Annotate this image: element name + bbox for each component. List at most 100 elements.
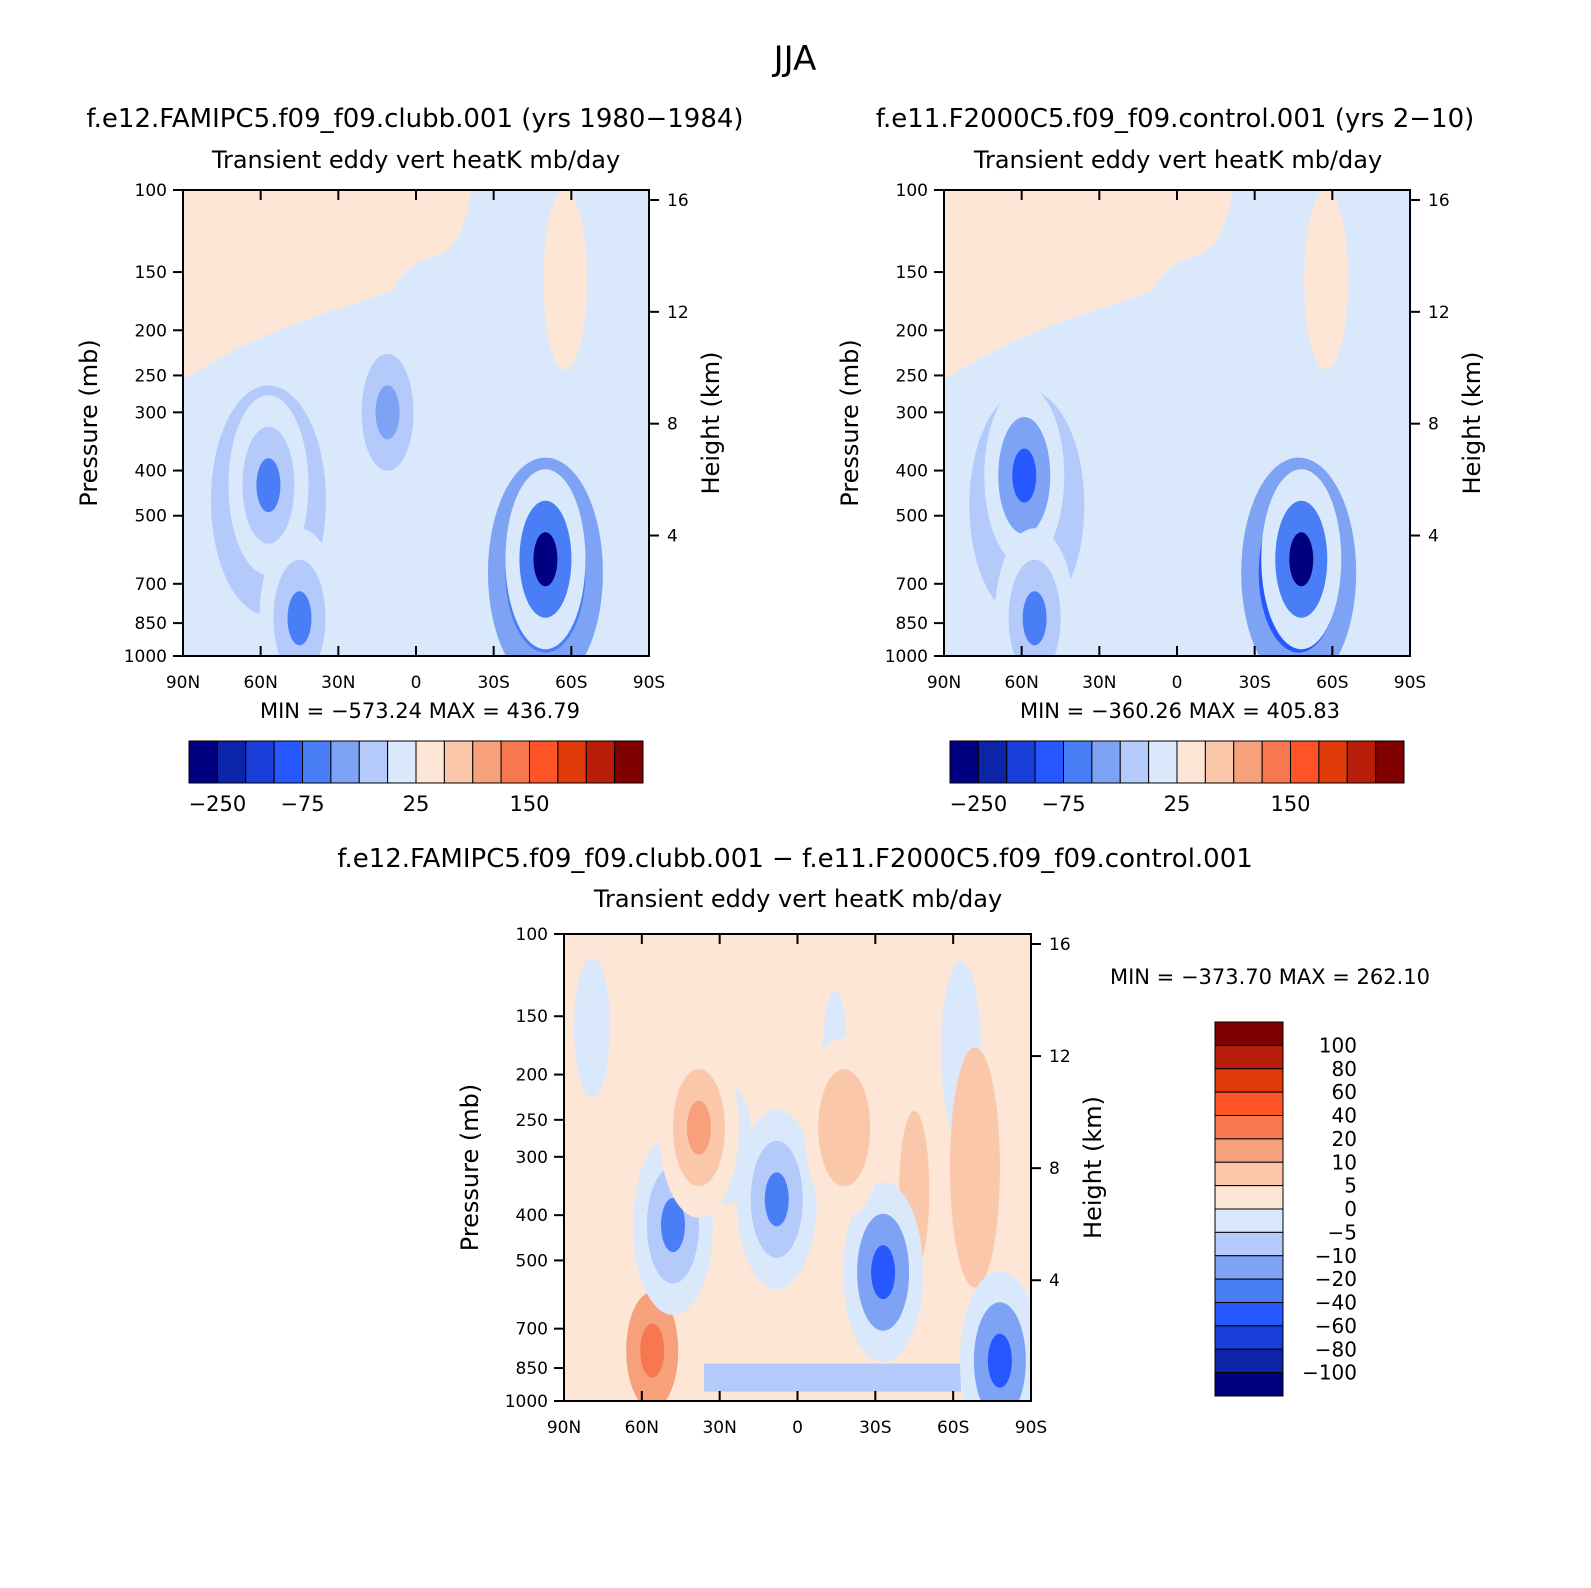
contour-feature bbox=[686, 1100, 711, 1155]
contour-feature bbox=[987, 1333, 1012, 1388]
cool-patch bbox=[574, 957, 611, 1098]
colorbar-box bbox=[387, 740, 417, 784]
x-tick-label: 90N bbox=[166, 673, 200, 693]
colorbar-box bbox=[1091, 740, 1121, 784]
colorbar-label: 150 bbox=[1270, 792, 1310, 816]
colorbar-box bbox=[1233, 740, 1263, 784]
colorbar-box bbox=[216, 740, 247, 784]
colorbar-box bbox=[1006, 740, 1036, 784]
colorbar-box bbox=[1214, 1372, 1284, 1397]
colorbar-box bbox=[1214, 1208, 1284, 1233]
colorbar-label: −250 bbox=[950, 792, 1008, 816]
colorbar-label: 25 bbox=[1164, 792, 1191, 816]
colorbar-box bbox=[472, 740, 502, 784]
height-tick-label: 12 bbox=[1049, 1047, 1071, 1067]
x-tick-label: 30S bbox=[477, 673, 509, 693]
colorbar-box bbox=[1214, 1278, 1284, 1303]
y-tick-label: 200 bbox=[135, 321, 167, 341]
x-tick-label: 60S bbox=[1316, 673, 1348, 693]
panel-3-title: Transient eddy vert heatK mb/day bbox=[593, 885, 1002, 913]
colorbar-box bbox=[1214, 1044, 1284, 1070]
colorbar-label: 20 bbox=[1332, 1127, 1357, 1151]
colorbar-label: −5 bbox=[1328, 1220, 1357, 1244]
panel-3-case-title: f.e12.FAMIPC5.f09_f09.clubb.001 − f.e11.… bbox=[337, 844, 1253, 874]
panel-2-title: Transient eddy vert heatK mb/day bbox=[973, 146, 1382, 174]
x-tick-label: 60N bbox=[243, 673, 277, 693]
y-tick-label: 300 bbox=[896, 403, 928, 423]
colorbar-box bbox=[1346, 740, 1377, 784]
y-tick-label: 700 bbox=[516, 1320, 548, 1340]
height-axis-label: Height (km) bbox=[1458, 352, 1486, 495]
y-tick-label: 300 bbox=[135, 403, 167, 423]
colorbar-box bbox=[415, 740, 445, 784]
colorbar-label: 0 bbox=[1344, 1197, 1357, 1221]
colorbar-label: 150 bbox=[509, 792, 549, 816]
colorbar-box bbox=[1034, 740, 1064, 784]
colorbar-box bbox=[1176, 740, 1206, 784]
y-tick-label: 700 bbox=[896, 575, 928, 595]
y-tick-label: 100 bbox=[516, 925, 548, 945]
y-tick-label: 300 bbox=[516, 1148, 548, 1168]
x-tick-label: 90S bbox=[1394, 673, 1426, 693]
contour-feature bbox=[256, 458, 281, 513]
colorbar-label: −250 bbox=[189, 792, 247, 816]
x-tick-label: 60N bbox=[1004, 673, 1038, 693]
contour-feature bbox=[1012, 448, 1037, 503]
y-tick-label: 200 bbox=[896, 321, 928, 341]
min-max-label: MIN = −360.26 MAX = 405.83 bbox=[1020, 699, 1340, 723]
min-max-label: MIN = −373.70 MAX = 262.10 bbox=[1110, 965, 1430, 989]
colorbar-box bbox=[1290, 740, 1320, 784]
colorbar-box bbox=[949, 740, 979, 784]
height-tick-label: 8 bbox=[1428, 415, 1439, 435]
colorbar-label: −20 bbox=[1315, 1267, 1357, 1291]
x-tick-label: 90S bbox=[633, 673, 665, 693]
colorbar-box bbox=[1214, 1115, 1284, 1140]
colorbar-box bbox=[500, 740, 530, 784]
y-axis-label: Pressure (mb) bbox=[836, 339, 864, 506]
x-tick-label: 0 bbox=[1172, 673, 1183, 693]
colorbar-box bbox=[1119, 740, 1150, 784]
y-axis-label: Pressure (mb) bbox=[75, 339, 103, 506]
y-tick-label: 500 bbox=[896, 507, 928, 527]
colorbar-box bbox=[302, 740, 332, 784]
colorbar-box bbox=[977, 740, 1008, 784]
contour-feature bbox=[764, 1172, 789, 1227]
warm-region bbox=[543, 190, 588, 370]
colorbar-label: 5 bbox=[1344, 1174, 1357, 1198]
y-tick-label: 400 bbox=[516, 1206, 548, 1226]
colorbar-label: −75 bbox=[1041, 792, 1085, 816]
y-tick-label: 700 bbox=[135, 575, 167, 595]
colorbar-box bbox=[1214, 1325, 1284, 1350]
colorbar-box bbox=[585, 740, 616, 784]
colorbar-box bbox=[358, 740, 389, 784]
y-tick-label: 400 bbox=[135, 462, 167, 482]
cool-patch bbox=[704, 1363, 961, 1392]
x-tick-label: 90N bbox=[547, 1418, 581, 1438]
x-tick-label: 30S bbox=[1238, 673, 1270, 693]
height-tick-label: 16 bbox=[1428, 191, 1450, 211]
colorbar-label: −80 bbox=[1315, 1337, 1357, 1361]
y-tick-label: 250 bbox=[896, 366, 928, 386]
contour-feature bbox=[375, 385, 400, 440]
colorbar-label: 60 bbox=[1332, 1080, 1357, 1104]
height-axis-label: Height (km) bbox=[1079, 1096, 1107, 1239]
colorbar-label: −60 bbox=[1315, 1314, 1357, 1338]
colorbar-box bbox=[1214, 1255, 1284, 1280]
min-max-label: MIN = −573.24 MAX = 436.79 bbox=[260, 699, 580, 723]
height-tick-label: 16 bbox=[1049, 935, 1071, 955]
colorbar-box bbox=[1214, 1068, 1284, 1093]
colorbar-box bbox=[614, 740, 644, 784]
y-tick-label: 250 bbox=[135, 366, 167, 386]
colorbar-box bbox=[443, 740, 474, 784]
panel-2: f.e11.F2000C5.f09_f09.control.001 (yrs 2… bbox=[836, 104, 1486, 816]
height-axis-label: Height (km) bbox=[697, 352, 725, 495]
colorbar-box bbox=[245, 740, 275, 784]
height-tick-label: 12 bbox=[1428, 303, 1450, 323]
height-tick-label: 4 bbox=[667, 527, 678, 547]
warm-patch bbox=[949, 1047, 1000, 1288]
colorbar-box bbox=[529, 740, 559, 784]
panel-1: f.e12.FAMIPC5.f09_f09.clubb.001 (yrs 198… bbox=[75, 104, 744, 816]
warm-region bbox=[1304, 190, 1349, 370]
panel-2-case-title: f.e11.F2000C5.f09_f09.control.001 (yrs 2… bbox=[876, 104, 1475, 134]
contour-feature bbox=[832, 1100, 857, 1155]
